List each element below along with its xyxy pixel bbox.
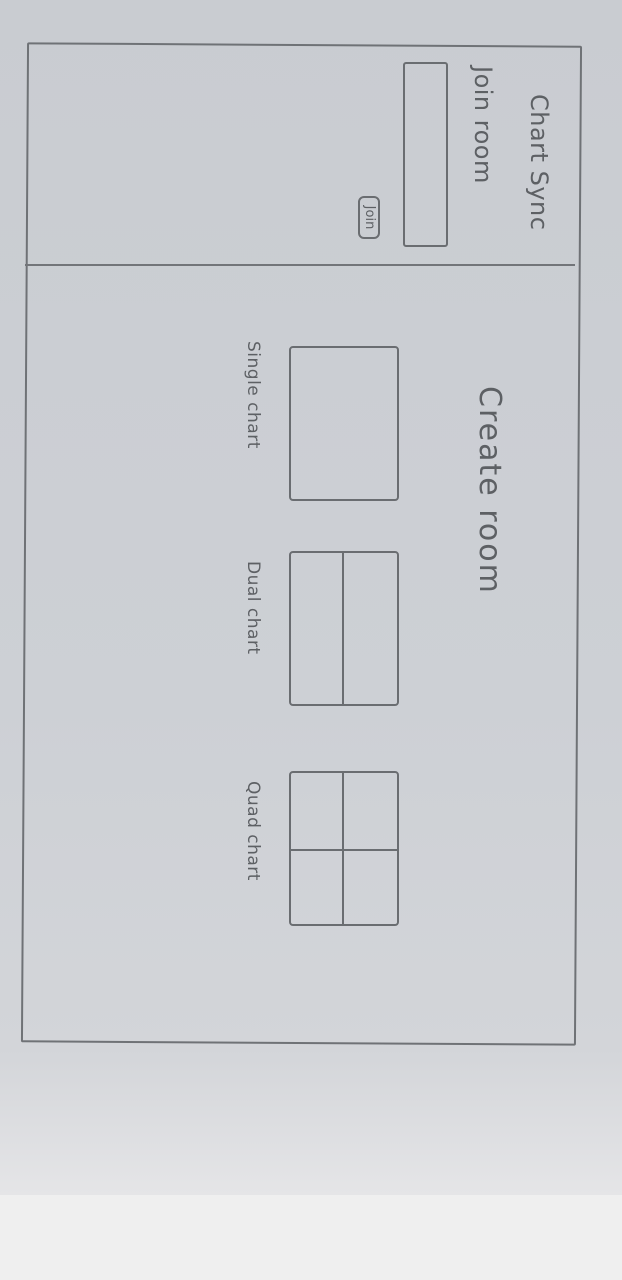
join-room-label: Join room — [469, 66, 497, 184]
dual-divider-line — [342, 553, 344, 704]
dual-chart-option[interactable] — [289, 551, 399, 706]
single-chart-label: Single chart — [243, 341, 263, 449]
wireframe-canvas: Chart Sync Join room Join Create room Si… — [25, 46, 575, 1041]
quad-chart-label: Quad chart — [243, 781, 263, 881]
quad-vertical-line — [291, 848, 397, 851]
paper-edge — [0, 1195, 622, 1280]
app-title: Chart Sync — [525, 94, 553, 231]
sidebar-divider — [25, 264, 575, 266]
room-code-input[interactable] — [403, 62, 448, 247]
single-chart-option[interactable] — [289, 346, 399, 501]
join-button[interactable]: Join — [358, 196, 380, 239]
dual-chart-label: Dual chart — [243, 561, 263, 655]
quad-chart-option[interactable] — [289, 771, 399, 926]
create-room-title: Create room — [472, 386, 507, 595]
